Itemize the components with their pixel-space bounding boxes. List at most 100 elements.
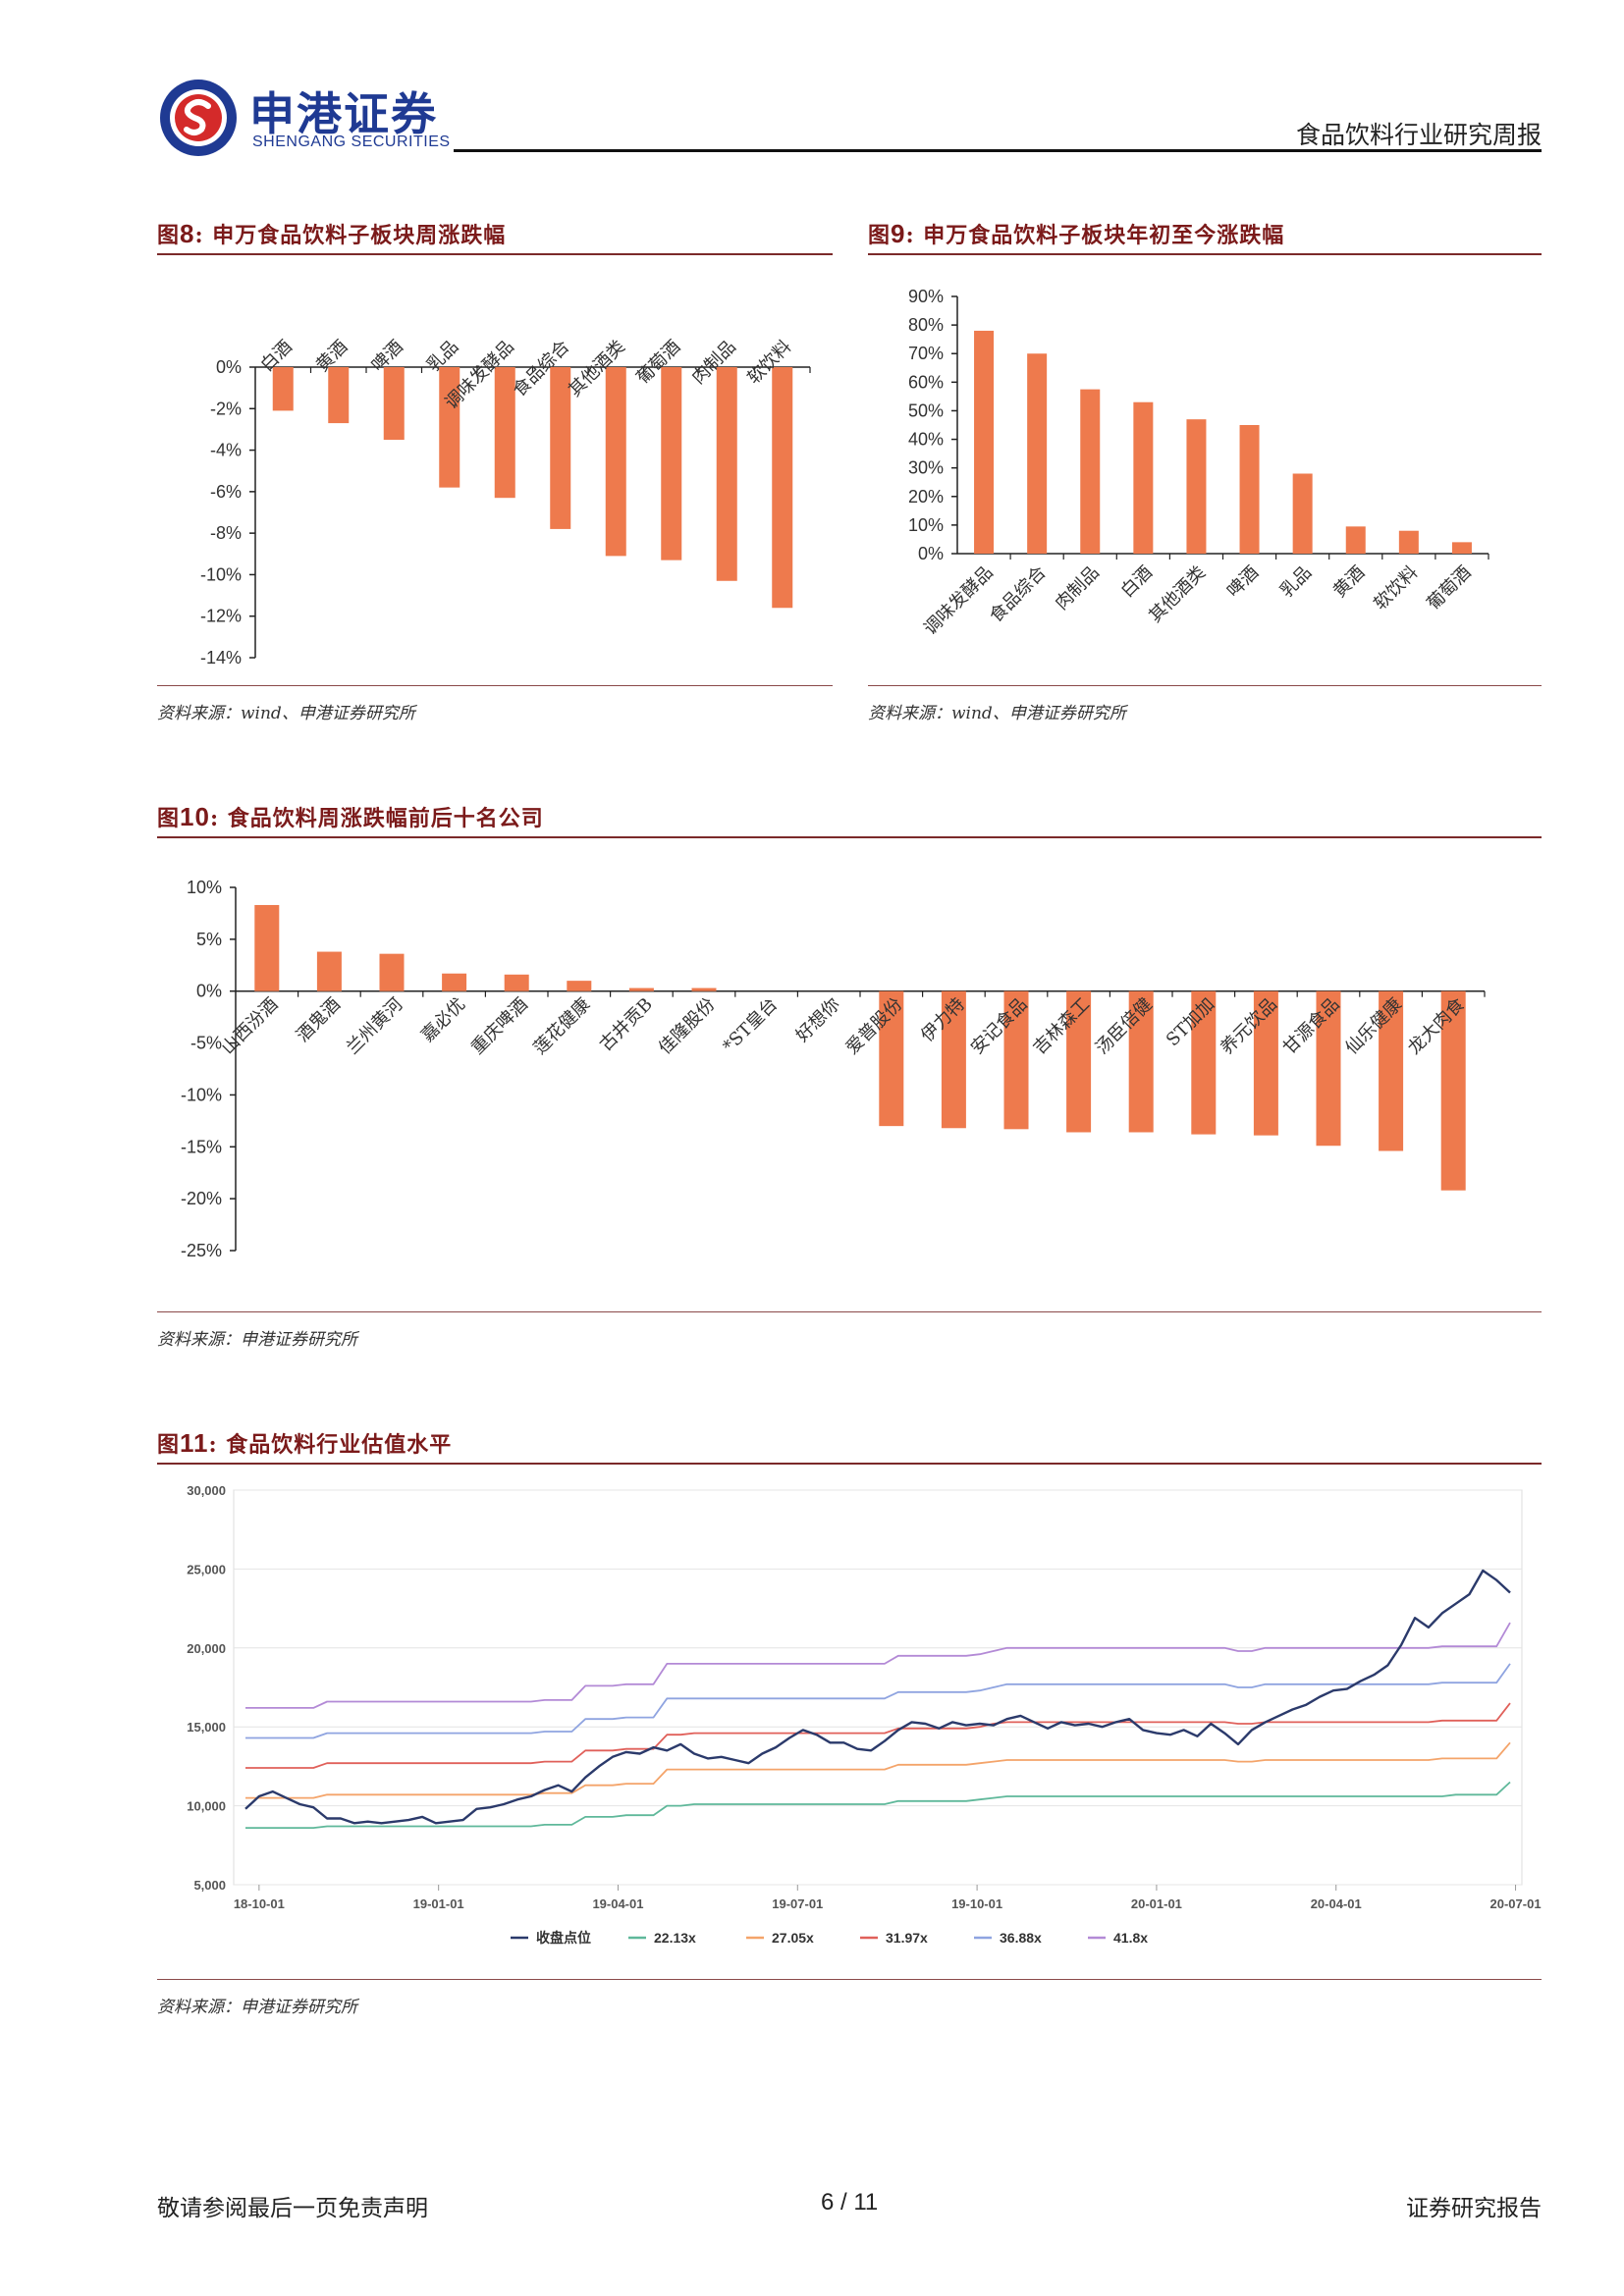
bar (1379, 990, 1404, 1151)
figure-label: 图 (157, 1432, 181, 1458)
y-tick-label: 5% (196, 930, 222, 949)
category-label: *ST皇台 (719, 994, 782, 1057)
bar (504, 974, 529, 991)
y-tick-label: 10,000 (187, 1799, 226, 1814)
bar (1133, 401, 1154, 554)
bar (605, 367, 626, 557)
y-tick-label: -14% (200, 648, 242, 667)
y-tick-label: 10% (187, 878, 222, 897)
figure-number: 9 (891, 219, 906, 248)
y-tick-label: 70% (908, 344, 944, 363)
legend-label: 27.05x (772, 1930, 814, 1946)
legend-label: 36.88x (1000, 1930, 1042, 1946)
category-label: 乳品 (1276, 562, 1316, 602)
figure-number: 10 (180, 802, 210, 831)
bar (661, 367, 682, 561)
figure-label: 图 (157, 806, 181, 831)
y-tick-label: 30% (908, 458, 944, 478)
category-label: 酒鬼酒 (293, 994, 345, 1046)
figure-11-chart: 5,000 10,000 15,000 20,000 25,000 30,000 18-10… (187, 1483, 1542, 1946)
bar (328, 367, 350, 424)
y-tick-label: 15,000 (187, 1720, 226, 1735)
bar (272, 367, 294, 411)
y-tick-label: -15% (181, 1137, 222, 1156)
bar (1128, 990, 1154, 1133)
footer-disclaimer: 敬请参阅最后一页免责声明 (157, 2196, 428, 2221)
bar (1316, 990, 1341, 1147)
figure-title-text: : 食品饮料周涨跌幅前后十名公司 (209, 806, 544, 831)
category-label: 重庆啤酒 (467, 994, 532, 1059)
figure-title-text: : 申万食品饮料子板块周涨跌幅 (194, 223, 507, 248)
bar (974, 330, 995, 554)
figure-10-source: 资料来源：申港证券研究所 (157, 1330, 357, 1350)
y-tick-label: 20,000 (187, 1641, 226, 1656)
bar (1253, 990, 1278, 1136)
y-tick-label: -20% (181, 1189, 222, 1208)
report-type: 食品饮料行业研究周报 (1295, 121, 1542, 149)
logo-name-cn: 申港证券 (249, 87, 438, 140)
category-label: 佳隆股份 (655, 994, 720, 1059)
series-line (244, 1569, 1511, 1825)
figure-8-source: 资料来源：wind、申港证券研究所 (157, 704, 415, 723)
category-label: 软饮料 (1370, 562, 1422, 614)
legend-label: 31.97x (886, 1930, 928, 1946)
y-tick-label: -2% (210, 399, 242, 418)
figure-10-top-rule (157, 836, 1542, 838)
y-tick-label: 0% (918, 544, 944, 563)
figure-8-chart: 0%-2%-4%-6%-8%-10%-12%-14%白酒 黄酒 啤酒 乳品调味发酵品食… (200, 337, 811, 667)
figure-11-bottom-rule (157, 1979, 1542, 1980)
x-tick-label: 19-01-01 (413, 1896, 464, 1911)
bar (316, 951, 342, 991)
y-tick-label: 50% (908, 400, 944, 420)
y-tick-label: -5% (190, 1034, 222, 1053)
figure-8-bottom-rule (157, 685, 833, 686)
logo-name-en: SHENGANG SECURITIES (252, 133, 451, 150)
category-label: 白酒 (1117, 562, 1157, 602)
bar (254, 904, 280, 991)
category-label: 兰州黄河 (343, 994, 407, 1059)
bar (494, 367, 515, 499)
bar (1027, 353, 1048, 554)
legend-label: 收盘点位 (536, 1930, 591, 1946)
x-tick-label: 19-10-01 (951, 1896, 1002, 1911)
x-tick-label: 20-07-01 (1490, 1896, 1542, 1911)
bar (1345, 526, 1366, 554)
figure-number: 11 (180, 1428, 209, 1458)
category-label: 调味发酵品 (920, 562, 997, 639)
bar (442, 973, 467, 991)
y-tick-label: 10% (908, 515, 944, 535)
category-label: 葡萄酒 (1423, 562, 1475, 614)
bar (1440, 990, 1466, 1191)
category-label: 好想你 (792, 994, 844, 1046)
figure-9-top-rule (868, 253, 1542, 255)
bar (628, 988, 654, 991)
x-tick-label: 18-10-01 (234, 1896, 285, 1911)
series-line (245, 1781, 1511, 1830)
figure-8-title: 图8: 申万食品饮料子板块周涨跌幅 (157, 218, 506, 249)
bar (1003, 990, 1029, 1130)
y-tick-label: -4% (210, 441, 242, 460)
bar (879, 990, 904, 1127)
bar (379, 953, 405, 991)
bar (1292, 473, 1313, 554)
category-label: 其他酒类 (1145, 562, 1210, 627)
y-tick-label: -8% (210, 523, 242, 543)
category-label: 食品综合 (986, 562, 1051, 627)
y-tick-label: 25,000 (187, 1562, 226, 1576)
bar (1239, 425, 1260, 554)
bar (1080, 389, 1101, 554)
category-label: 莲花健康 (530, 994, 595, 1059)
header-rule (454, 149, 1542, 152)
figure-8-top-rule (157, 253, 833, 255)
legend-label: 41.8x (1113, 1930, 1148, 1946)
x-tick-label: 19-07-01 (772, 1896, 823, 1911)
legend-label: 22.13x (654, 1930, 696, 1946)
y-tick-label: -10% (181, 1085, 222, 1104)
figure-11-top-rule (157, 1463, 1542, 1465)
figure-number: 8 (180, 219, 195, 248)
category-label: 山西汾酒 (218, 994, 283, 1059)
y-tick-label: 5,000 (193, 1878, 226, 1893)
y-tick-label: 30,000 (187, 1483, 226, 1498)
y-tick-label: 90% (908, 287, 944, 306)
